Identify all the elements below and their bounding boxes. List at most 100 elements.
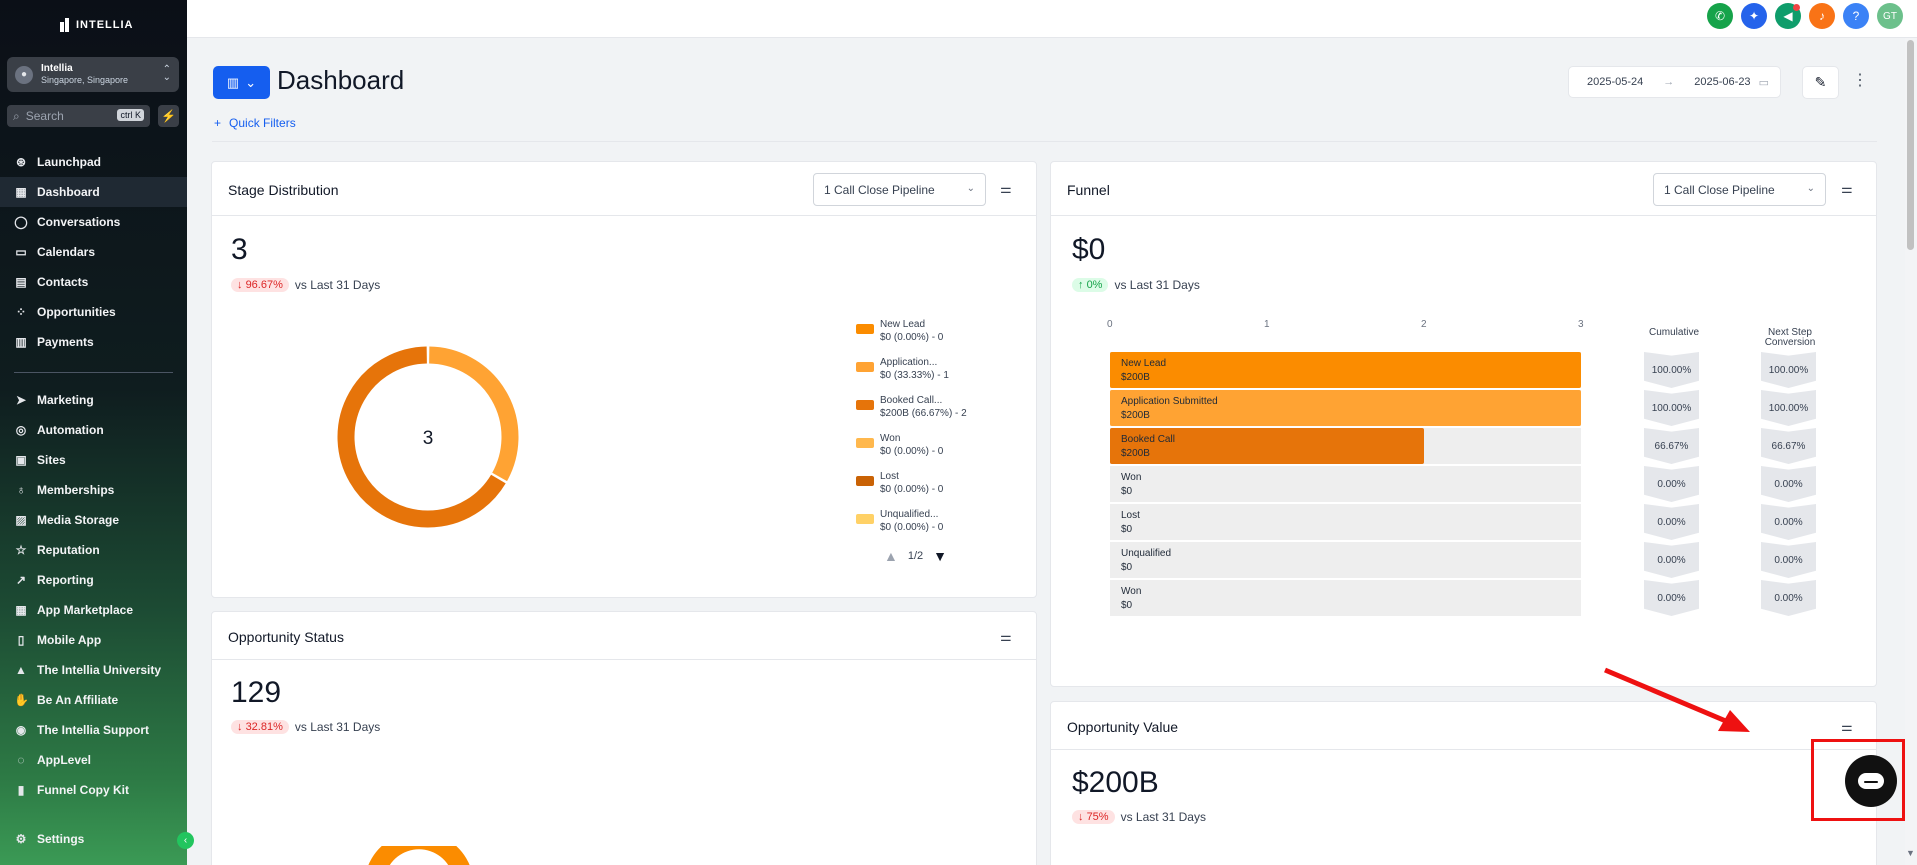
sidebar-item-reporting[interactable]: ↗ Reporting [0, 565, 187, 595]
sidebar-item-be-an-affiliate[interactable]: ✋ Be An Affiliate [0, 685, 187, 715]
edit-dashboard-button[interactable]: ✎ [1802, 66, 1839, 99]
opportunity-value-amount: $200B [1072, 766, 1159, 799]
sidebar-item-mobile-app[interactable]: ▯ Mobile App [0, 625, 187, 655]
chat-widget-button[interactable] [1845, 755, 1897, 807]
pager-down-icon[interactable]: ▼ [933, 548, 948, 564]
delta-badge: ↑ 0% [1072, 278, 1109, 292]
sidebar-item-label: Media Storage [37, 513, 120, 527]
funnel-row[interactable]: Unqualified $0 [1110, 542, 1581, 578]
sidebar-item-the-intellia-university[interactable]: ▲ The Intellia University [0, 655, 187, 685]
legend-name: Unqualified... [880, 509, 939, 520]
account-switcher[interactable]: ● Intellia Singapore, Singapore ⌃ ⌄ [7, 57, 179, 92]
card-title: Opportunity Status [228, 629, 344, 645]
legend-item[interactable]: New Lead $0 (0.00%) - 0 [856, 318, 996, 356]
funnel-axis-tick: 1 [1264, 319, 1270, 330]
sidebar-item-opportunities[interactable]: ⁘ Opportunities [0, 297, 187, 327]
sidebar-item-contacts[interactable]: ▤ Contacts [0, 267, 187, 297]
sidebar-item-app-marketplace[interactable]: ▦ App Marketplace [0, 595, 187, 625]
legend-text: New Lead $0 (0.00%) - 0 [880, 318, 943, 356]
quick-filters-button[interactable]: + Quick Filters [214, 116, 296, 130]
funnel-label: Application Submitted $200B [1121, 395, 1218, 423]
pipeline-select[interactable]: 1 Call Close Pipeline ⌄ [1653, 173, 1826, 206]
delta-value: 0% [1086, 279, 1103, 291]
date-end: 2025-06-23 [1694, 76, 1751, 88]
next-step-cell: 100.00% [1761, 390, 1816, 426]
filter-settings-icon[interactable]: ⚌ [1000, 181, 1012, 196]
donut-slice-application[interactable] [428, 346, 519, 482]
sidebar-item-calendars[interactable]: ▭ Calendars [0, 237, 187, 267]
funnel-axis-tick: 2 [1421, 319, 1427, 330]
funnel-row[interactable]: Lost $0 [1110, 504, 1581, 540]
phone-icon[interactable]: ✆ [1707, 3, 1733, 29]
sidebar-item-sites[interactable]: ▣ Sites [0, 445, 187, 475]
user-avatar[interactable]: GT [1877, 3, 1903, 29]
filter-settings-icon[interactable]: ⚌ [1841, 181, 1853, 196]
megaphone-icon[interactable]: ◀ [1775, 3, 1801, 29]
more-options-button[interactable]: ⋮ [1852, 70, 1868, 90]
sidebar-item-label: Memberships [37, 483, 115, 497]
sidebar-item-payments[interactable]: ▥ Payments [0, 327, 187, 357]
funnel-stage-name: Won [1121, 586, 1142, 597]
sidebar-item-dashboard[interactable]: ▦ Dashboard [0, 177, 187, 207]
quick-action-button[interactable]: ⚡ [158, 105, 179, 127]
delta-value: 32.81% [245, 721, 283, 733]
legend-item[interactable]: Application... $0 (33.33%) - 1 [856, 356, 996, 394]
pager-up-icon[interactable]: ▲ [884, 548, 898, 564]
bell-icon[interactable]: ♪ [1809, 3, 1835, 29]
legend-swatch [856, 438, 874, 448]
legend-text: Booked Call... $200B (66.67%) - 2 [880, 394, 967, 432]
scroll-down-icon[interactable]: ▼ [1906, 848, 1915, 858]
stage-distribution-card: Stage Distribution 1 Call Close Pipeline… [211, 161, 1037, 598]
sidebar-item-applevel[interactable]: ◌ AppLevel [0, 745, 187, 775]
delta-suffix: vs Last 31 Days [294, 720, 381, 734]
page-scrollbar[interactable]: ▼ [1905, 38, 1917, 865]
funnel-row[interactable]: Won $0 [1110, 580, 1581, 616]
sidebar-item-settings[interactable]: ⚙ Settings [0, 824, 187, 854]
sidebar-item-label: Settings [37, 832, 85, 846]
funnel-stage-name: Booked Call [1121, 434, 1175, 445]
cumulative-cell: 66.67% [1644, 428, 1699, 464]
sidebar-item-the-intellia-support[interactable]: ◉ The Intellia Support [0, 715, 187, 745]
funnel-row[interactable]: Won $0 [1110, 466, 1581, 502]
sidebar-item-media-storage[interactable]: ▨ Media Storage [0, 505, 187, 535]
sidebar-item-reputation[interactable]: ☆ Reputation [0, 535, 187, 565]
dashboard-switcher-button[interactable]: ▥ ⌄ [213, 66, 270, 99]
funnel-row[interactable]: New Lead $200B [1110, 352, 1581, 388]
brand-logo[interactable]: INTELLIA [60, 18, 134, 32]
sidebar-item-funnel-copy-kit[interactable]: ▮ Funnel Copy Kit [0, 775, 187, 805]
date-range-picker[interactable]: 2025-05-24 → 2025-06-23 ▭ [1568, 66, 1781, 98]
legend-item[interactable]: Lost $0 (0.00%) - 0 [856, 470, 996, 508]
opportunity-status-value: 129 [231, 676, 282, 709]
funnel-row[interactable]: Booked Call $200B [1110, 428, 1581, 464]
funnel-bar [1110, 390, 1581, 426]
pipeline-select[interactable]: 1 Call Close Pipeline ⌄ [813, 173, 986, 206]
funnel-stage-name: Application Submitted [1121, 396, 1218, 407]
sidebar-collapse-button[interactable]: ‹ [177, 832, 194, 849]
scrollbar-thumb[interactable] [1907, 40, 1914, 250]
filter-settings-icon[interactable]: ⚌ [1000, 629, 1012, 644]
sidebar-item-label: Payments [37, 335, 94, 349]
sidebar-item-label: Marketing [37, 393, 94, 407]
legend-item[interactable]: Booked Call... $200B (66.67%) - 2 [856, 394, 996, 432]
filter-settings-icon[interactable]: ⚌ [1841, 719, 1853, 734]
funnel-row[interactable]: Application Submitted $200B [1110, 390, 1581, 426]
legend-item[interactable]: Won $0 (0.00%) - 0 [856, 432, 996, 470]
sidebar-item-marketing[interactable]: ➤ Marketing [0, 385, 187, 415]
sidebar-item-launchpad[interactable]: ⊛ Launchpad [0, 147, 187, 177]
user-avatar-glyph: GT [1883, 10, 1897, 22]
pager-label: 1/2 [907, 550, 924, 562]
sites-icon: ▣ [15, 453, 27, 467]
sidebar-item-conversations[interactable]: ◯ Conversations [0, 207, 187, 237]
help-icon[interactable]: ? [1843, 3, 1869, 29]
donut-slice-booked-call[interactable] [337, 346, 506, 528]
sidebar-item-memberships[interactable]: ♁ Memberships [0, 475, 187, 505]
legend-text: Application... $0 (33.33%) - 1 [880, 356, 949, 394]
funnel-label: New Lead $200B [1121, 357, 1166, 385]
magic-icon[interactable]: ✦ [1741, 3, 1767, 29]
search-input[interactable]: ⌕ Search ctrl K [7, 105, 150, 127]
sidebar-item-automation[interactable]: ◎ Automation [0, 415, 187, 445]
funnel-stage-amount: $0 [1121, 600, 1133, 611]
funnel-stage-name: Won [1121, 472, 1142, 483]
payments-icon: ▥ [15, 335, 27, 349]
legend-item[interactable]: Unqualified... $0 (0.00%) - 0 [856, 508, 996, 546]
